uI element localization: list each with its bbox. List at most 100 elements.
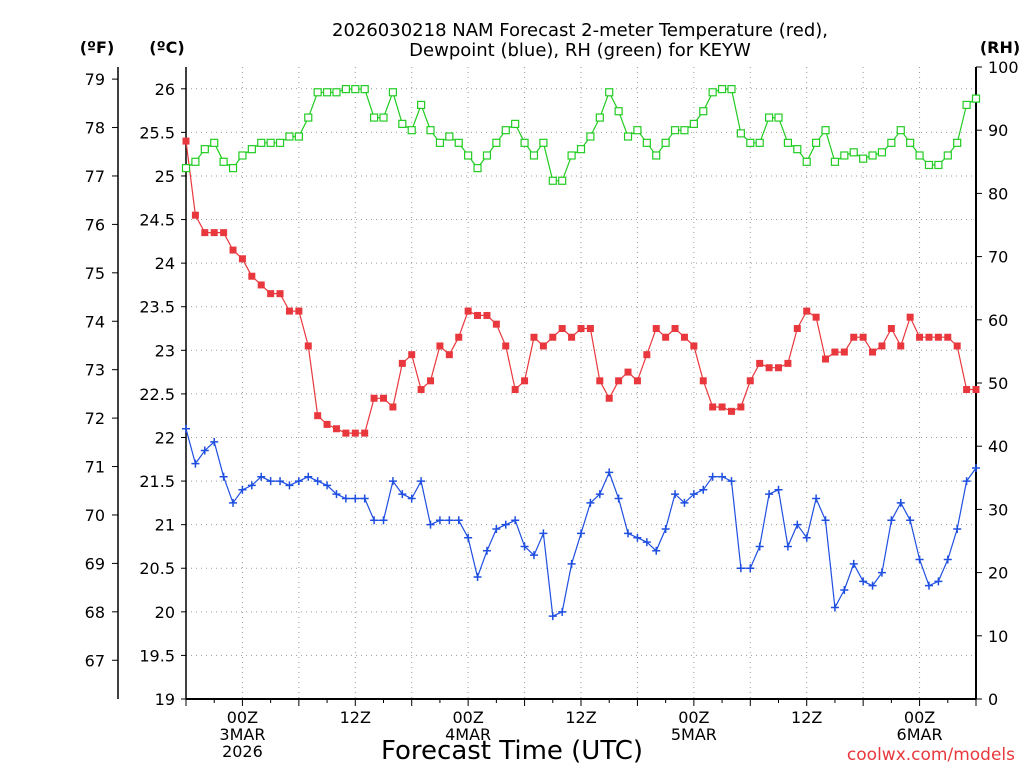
dewpoint-point <box>200 446 209 455</box>
2-meter-temperature-point <box>248 272 256 280</box>
rh-point <box>228 164 238 173</box>
dewpoint-point <box>276 477 285 486</box>
time-tick-label: 4MAR <box>445 725 491 744</box>
2-meter-temperature-point <box>530 333 538 341</box>
rh-point <box>802 157 811 166</box>
dewpoint-point <box>398 490 407 499</box>
rh-point <box>605 88 614 97</box>
2-meter-temperature-point <box>765 364 773 372</box>
rh-point <box>717 85 727 94</box>
fahrenheit-tick-label: 73 <box>85 361 105 380</box>
rh-point <box>699 107 708 116</box>
plot-frame <box>117 67 977 700</box>
credit-text: coolwx.com/models <box>847 745 1015 765</box>
rh-point <box>417 100 426 110</box>
2-meter-temperature-point <box>671 325 679 333</box>
time-tick-label: 12Z <box>565 708 596 727</box>
dewpoint-point <box>511 516 520 525</box>
2-meter-temperature-point <box>549 333 557 341</box>
dewpoint-point <box>388 477 397 486</box>
2-meter-temperature-point <box>238 255 246 263</box>
2-meter-temperature-point <box>652 325 660 333</box>
time-tick-label: 12Z <box>791 708 822 727</box>
rh-point <box>285 132 294 141</box>
fahrenheit-tick-label: 78 <box>85 119 105 138</box>
2-meter-temperature-point <box>615 377 623 385</box>
2-meter-temperature-point <box>822 355 830 363</box>
dewpoint-point <box>426 520 435 529</box>
dewpoint-point <box>501 520 510 529</box>
dewpoint-point <box>586 498 595 507</box>
2-meter-temperature-point <box>370 394 378 402</box>
rh-point <box>332 88 341 97</box>
rh-point <box>360 85 369 94</box>
fahrenheit-tick-label: 68 <box>85 603 105 622</box>
dewpoint-point <box>924 581 933 590</box>
2-meter-temperature-point <box>633 377 641 385</box>
dewpoint-point <box>972 463 980 472</box>
rh-point <box>492 138 501 147</box>
2-meter-temperature-point <box>793 325 801 333</box>
rh-point <box>191 157 200 166</box>
rh-point <box>708 88 717 97</box>
2-meter-temperature-point <box>963 386 971 394</box>
rh-tick-label: 20 <box>988 564 1008 583</box>
fahrenheit-tick-label: 77 <box>85 167 105 186</box>
celsius-tick-label: 22 <box>155 428 175 447</box>
dewpoint-point <box>464 533 473 542</box>
rh-point <box>755 138 764 147</box>
fahrenheit-tick-label: 75 <box>85 264 105 283</box>
rh-point <box>200 145 209 154</box>
2-meter-temperature-point <box>953 342 961 350</box>
2-meter-temperature-point <box>191 211 199 219</box>
rh-point <box>680 126 689 135</box>
2-meter-temperature-point <box>276 290 284 298</box>
dewpoint-point <box>304 472 313 481</box>
dewpoint-point <box>539 529 548 538</box>
rh-point <box>426 126 435 135</box>
2-meter-temperature-point <box>267 290 275 298</box>
dewpoint-point <box>567 559 576 568</box>
2-meter-temperature-point <box>304 342 312 350</box>
celsius-tick-label: 25 <box>155 167 175 186</box>
2-meter-temperature-point <box>680 333 688 341</box>
dewpoint-point <box>454 516 463 525</box>
dewpoint-point <box>718 472 727 481</box>
chart-title-line2: Dewpoint (blue), RH (green) for KEYW <box>409 40 751 61</box>
2-meter-temperature-point <box>727 407 735 415</box>
2-meter-temperature-point <box>492 320 500 328</box>
2-meter-temperature-point <box>916 333 924 341</box>
dewpoint-point <box>840 586 849 595</box>
2-meter-temperature-point <box>427 377 435 385</box>
2-meter-temperature-point <box>887 325 895 333</box>
celsius-tick-label: 21 <box>155 516 175 535</box>
rh-point <box>586 132 595 141</box>
2-meter-temperature-point <box>417 386 425 394</box>
rh-point <box>529 151 539 160</box>
dewpoint-point <box>191 459 200 468</box>
2-meter-temperature-point <box>568 333 576 341</box>
2-meter-temperature-point <box>944 333 952 341</box>
dewpoint-point <box>812 494 821 503</box>
2-meter-temperature-point <box>483 311 491 319</box>
2-meter-temperature-point <box>257 281 265 289</box>
dewpoint-point <box>624 529 633 538</box>
2-meter-temperature-point <box>182 137 190 145</box>
chart-title-line1: 2026030218 NAM Forecast 2-meter Temperat… <box>332 20 828 41</box>
dewpoint-point <box>341 494 350 503</box>
rh-point <box>953 138 962 147</box>
2-meter-temperature-point <box>474 311 482 319</box>
rh-tick-label: 60 <box>988 311 1008 330</box>
2-meter-temperature-point <box>210 229 218 237</box>
rh-point <box>915 151 924 160</box>
rh-point <box>670 126 680 135</box>
rh-point <box>322 88 332 97</box>
rh-point <box>238 151 247 160</box>
fahrenheit-tick-label: 72 <box>85 409 105 428</box>
rh-point <box>388 88 398 97</box>
dewpoint-point <box>229 498 238 507</box>
time-tick-label: 12Z <box>340 708 371 727</box>
dewpoint-point <box>360 494 369 503</box>
2-meter-temperature-point <box>408 351 416 359</box>
dewpoint-point <box>896 498 905 507</box>
